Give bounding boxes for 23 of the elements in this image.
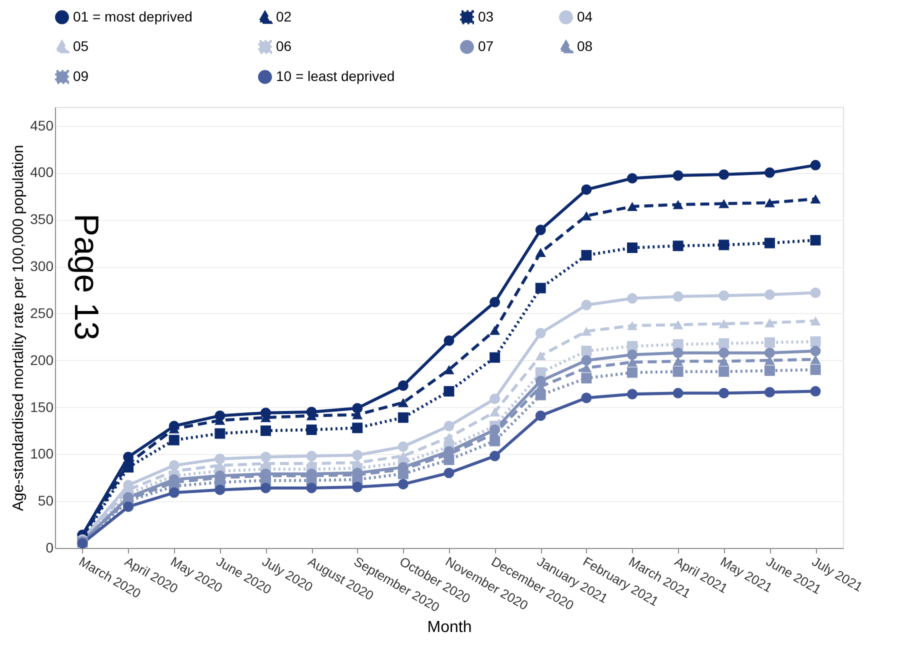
legend-label: 03 [478, 8, 494, 24]
legend-label: 01 = most deprived [73, 8, 192, 24]
y-tick-label: 400 [30, 164, 54, 180]
y-axis-title: Age-standardised mortality rate per 100,000 population [10, 144, 28, 512]
legend-label: 02 [276, 8, 292, 25]
annotation: Page 13 [67, 214, 105, 340]
y-tick-label: 100 [30, 446, 54, 462]
legend-label: 05 [73, 38, 89, 54]
x-axis-title: Month [427, 618, 472, 636]
legend-label: 07 [478, 38, 494, 54]
y-tick-label: 200 [30, 352, 54, 368]
y-tick-label: 350 [30, 211, 54, 228]
y-tick-label: 50 [38, 492, 54, 509]
legend-label: 04 [577, 8, 593, 24]
y-tick-label: 450 [30, 117, 54, 134]
legend-label: 08 [577, 38, 593, 54]
y-tick-label: 0 [46, 540, 54, 556]
legend-label: 10 = least deprived [276, 68, 395, 84]
y-tick-label: 300 [30, 258, 54, 274]
legend-label: 06 [276, 38, 292, 54]
y-tick-label: 250 [30, 304, 54, 321]
y-tick-label: 150 [30, 398, 54, 415]
legend-label: 09 [73, 68, 89, 84]
